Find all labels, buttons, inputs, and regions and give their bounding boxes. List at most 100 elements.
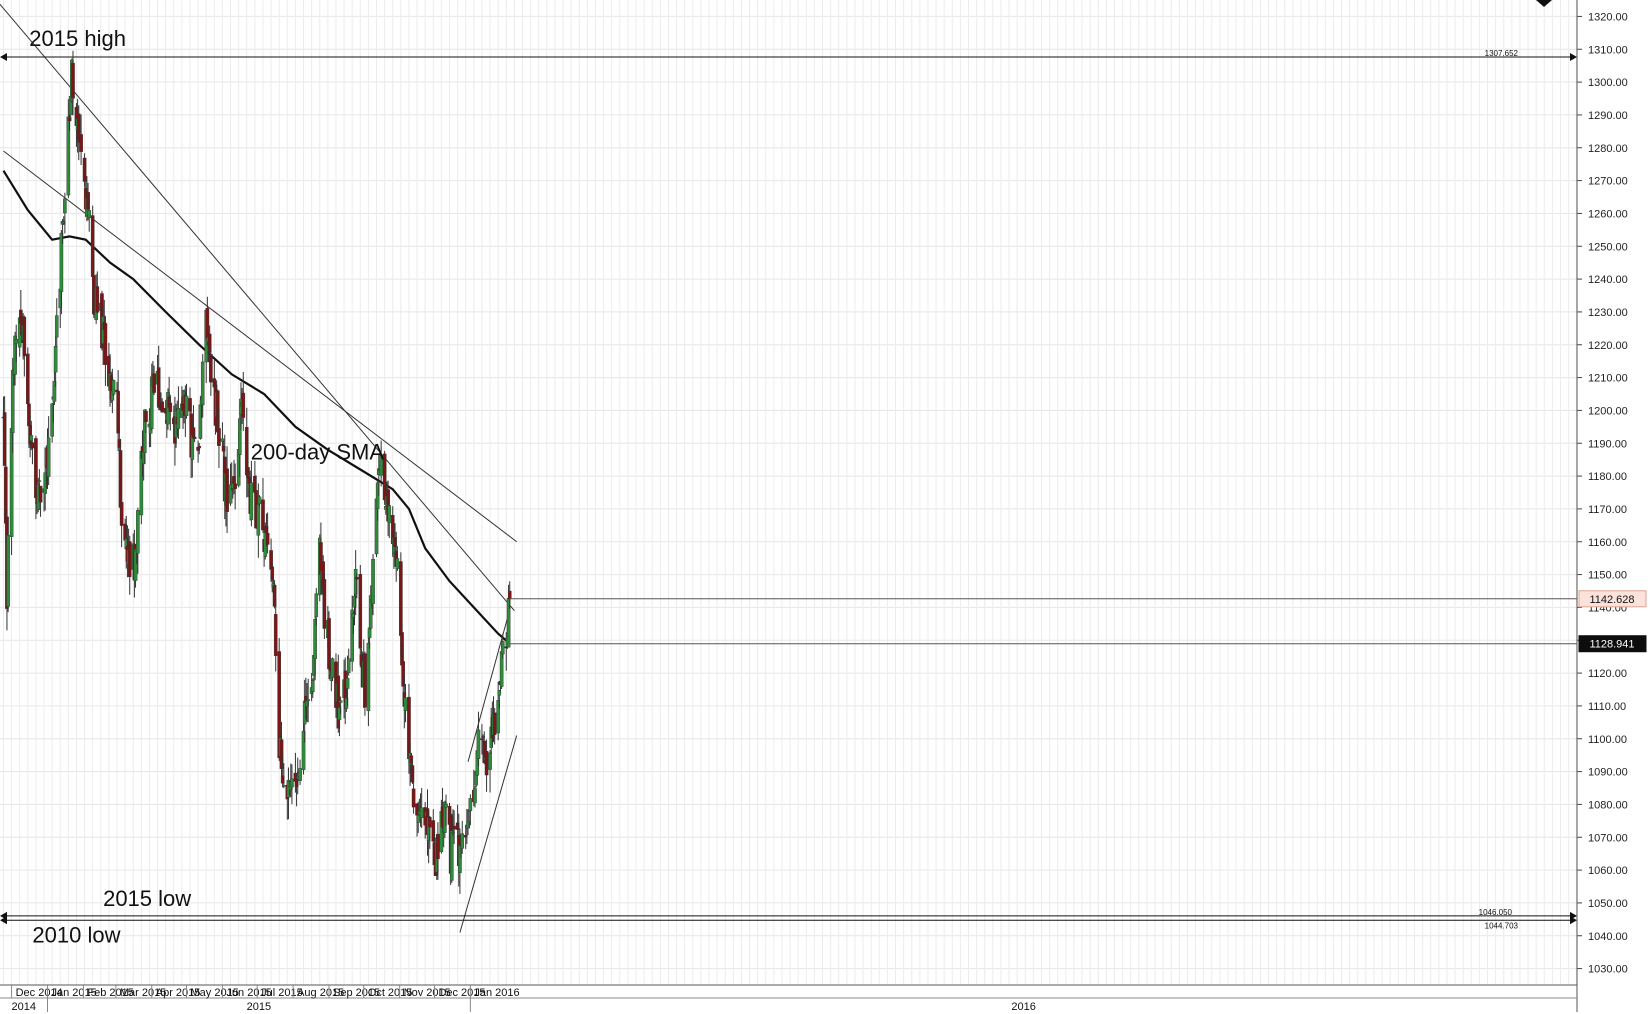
candle-body [301, 730, 306, 771]
candle-body [330, 658, 335, 678]
y-tick-label: 1060.00 [1588, 865, 1628, 877]
y-tick-label: 1180.00 [1588, 471, 1627, 483]
candle-body [238, 418, 242, 455]
candle-body [272, 584, 277, 607]
candle-body [473, 788, 477, 804]
candle-body [452, 825, 456, 830]
candle-body [345, 677, 350, 689]
annotation-label: 2010 low [32, 922, 120, 947]
candle-body [310, 680, 315, 692]
candle-body [103, 323, 108, 365]
y-tick-label: 1230.00 [1588, 307, 1628, 319]
candle-body [249, 482, 254, 520]
candle-body [298, 768, 302, 782]
sma-200-line [2, 170, 511, 645]
x-tick-label: Jun 2015 [226, 987, 271, 999]
annotation-label: 200-day SMA [251, 440, 385, 465]
candle-body [395, 558, 400, 569]
year-label: 2016 [1011, 1001, 1035, 1013]
y-tick-label: 1150.00 [1588, 570, 1627, 582]
candle-body [460, 833, 465, 849]
candle-body [241, 392, 246, 418]
candle-body [2, 412, 7, 466]
level-label: 1044.703 [1485, 921, 1519, 930]
candle-body [52, 381, 57, 402]
candle-body [488, 752, 492, 770]
candle-body [476, 729, 481, 759]
candle-body [54, 315, 59, 338]
x-tick-label: Sep 2015 [333, 987, 380, 999]
candle-body [119, 501, 124, 526]
price-tag [1578, 590, 1647, 608]
candle-body [116, 391, 120, 434]
candle-body [82, 157, 87, 182]
candle-body [176, 408, 181, 429]
candle-body [66, 116, 71, 196]
annotation-label: 2015 high [29, 26, 126, 51]
candle-body [371, 558, 375, 604]
candle-body [144, 411, 148, 423]
candle-body [37, 480, 42, 482]
y-tick-label: 1300.00 [1588, 77, 1628, 89]
grid [0, 0, 1578, 985]
candle-body [14, 339, 19, 344]
price-tag-label: 1128.941 [1589, 639, 1634, 651]
level-arrow-left-icon [0, 52, 7, 61]
x-tick-label: Dec 2014 [16, 987, 63, 999]
candle-body [492, 712, 497, 735]
level-arrow-right-icon [1570, 52, 1577, 61]
level-layer: 1307.652 1046.050 1044.703 [0, 49, 1577, 930]
x-tick-label: Feb 2015 [87, 987, 133, 999]
candle-body [314, 593, 319, 617]
candle-body [220, 438, 225, 442]
candle-body [38, 485, 43, 503]
candle-body [273, 614, 278, 657]
x-tick-label: Oct 2015 [368, 987, 413, 999]
candle-body [79, 134, 83, 152]
candle-body [355, 577, 359, 580]
x-tick-label: Mar 2015 [120, 987, 166, 999]
y-tick-label: 1290.00 [1588, 110, 1628, 122]
y-tick-label: 1030.00 [1588, 964, 1628, 976]
candle-body [450, 830, 454, 881]
candle-body [507, 590, 512, 600]
candle-body [496, 700, 500, 734]
candle-body [200, 361, 205, 406]
candle-body [382, 453, 387, 501]
candle-body [136, 510, 140, 554]
candle-body [282, 785, 286, 787]
x-tick-label: Jul 2015 [261, 987, 303, 999]
y-tick-label: 1210.00 [1588, 373, 1628, 385]
y-tick-label: 1200.00 [1588, 405, 1628, 417]
candle-body [261, 499, 265, 531]
x-tick-label: Aug 2015 [297, 987, 344, 999]
candle-body [346, 658, 351, 674]
x-tick-label: Jan 2016 [474, 987, 519, 999]
candle-body [358, 574, 363, 649]
candle-body [256, 504, 261, 536]
x-tick-label: Nov 2015 [404, 987, 451, 999]
y-tick-label: 1110.00 [1588, 701, 1626, 713]
candle-body [322, 579, 327, 629]
candle-body [306, 699, 310, 701]
candle-body [270, 566, 275, 581]
trendline [0, 3, 515, 612]
scroll-marker-icon [1536, 0, 1552, 7]
x-tick-label: Apr 2015 [156, 987, 201, 999]
candle-body [209, 354, 213, 383]
candle-body [419, 807, 424, 818]
y-tick-label: 1260.00 [1588, 208, 1628, 220]
candle-body [184, 395, 189, 416]
candle-body [497, 690, 502, 696]
y-tick-label: 1220.00 [1588, 340, 1628, 352]
candle-body [207, 333, 212, 353]
candle-body [468, 798, 473, 812]
candle-body [484, 750, 489, 776]
level-arrow-left-icon [0, 916, 7, 925]
y-tick-label: 1070.00 [1588, 832, 1628, 844]
candle-body [387, 505, 392, 524]
candle-body [436, 833, 440, 860]
y-tick-label: 1120.00 [1588, 668, 1627, 680]
